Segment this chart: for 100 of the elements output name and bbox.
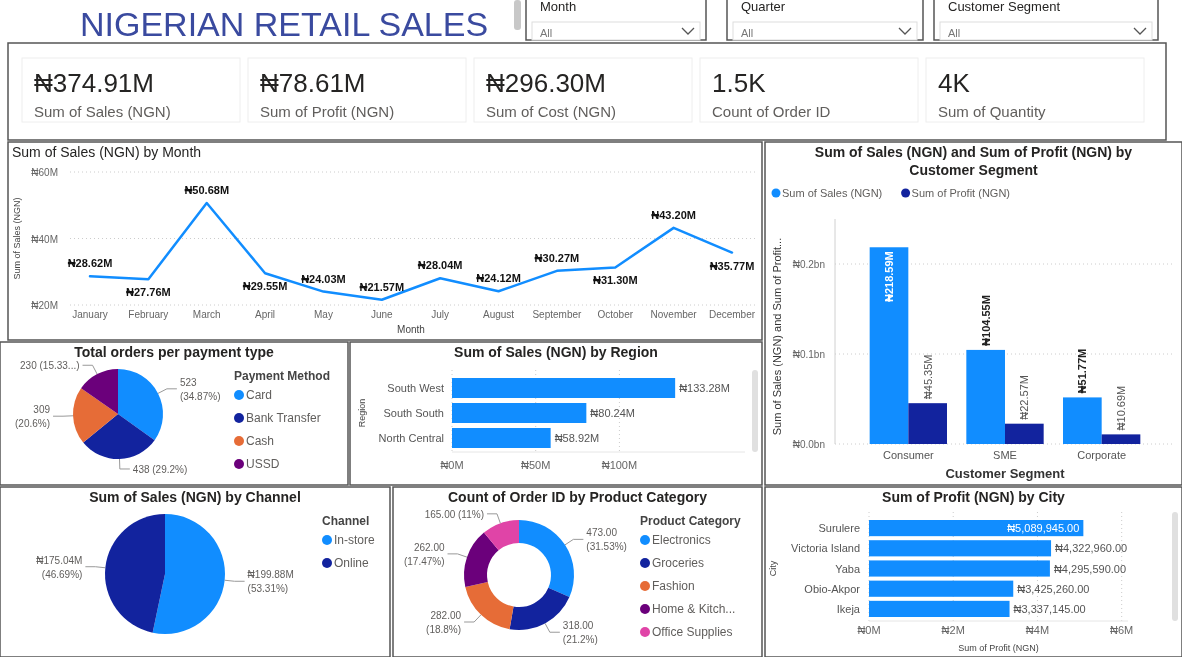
data-label: ₦175.04M (46.69%) bbox=[36, 554, 83, 580]
legend-label: Card bbox=[246, 388, 273, 402]
x-tick-label: January bbox=[72, 309, 108, 320]
y-tick-label: Surulere bbox=[818, 522, 860, 535]
text: All bbox=[948, 27, 961, 39]
legend-label: Groceries bbox=[652, 556, 705, 570]
x-tick-label: SME bbox=[993, 449, 1017, 461]
data-label: ₦3,337,145.00 bbox=[1013, 602, 1086, 615]
text: 1.5K bbox=[712, 68, 767, 98]
bar bbox=[869, 580, 1014, 597]
y-axis-title: City bbox=[768, 560, 778, 577]
y-tick-label: ₦40M bbox=[31, 233, 58, 245]
text: Sum of Quantity bbox=[938, 103, 1047, 120]
data-label: 230 (15.33...) bbox=[20, 360, 80, 372]
y-tick-label: Obio-Akpor bbox=[804, 582, 861, 595]
legend-label: Electronics bbox=[652, 533, 711, 547]
data-label: ₦29.55M bbox=[242, 280, 288, 293]
x-tick-label: ₦0M bbox=[440, 459, 464, 471]
x-tick-label: October bbox=[597, 309, 634, 320]
x-tick-label: ₦4M bbox=[1025, 624, 1050, 636]
chart-title: Sum of Profit (NGN) by City bbox=[882, 489, 1066, 505]
x-tick-label: May bbox=[314, 309, 333, 320]
x-tick-label: ₦100M bbox=[601, 459, 638, 471]
y-axis-title: Region bbox=[357, 398, 367, 428]
y-tick-label: Victoria Island bbox=[791, 542, 860, 555]
data-label: 309 (20.6%) bbox=[15, 404, 51, 430]
chart-title: Sum of Sales (NGN) and Sum of Profit (NGN) by Customer Segment bbox=[814, 144, 1133, 178]
chart-title: Sum of Sales (NGN) by Channel bbox=[89, 489, 301, 505]
y-tick-label: South South bbox=[383, 407, 444, 419]
y-tick-label: ₦0.2bn bbox=[792, 259, 825, 270]
pie-slice bbox=[73, 388, 118, 443]
text: ₦374.91M bbox=[34, 68, 154, 98]
x-tick-label: September bbox=[532, 309, 583, 320]
bar bbox=[869, 247, 909, 444]
text: NIGERIAN RETAIL SALES bbox=[80, 5, 489, 43]
legend-label: Online bbox=[334, 556, 370, 570]
data-label: ₦133.28M bbox=[679, 382, 730, 394]
y-tick-label: ₦0.0bn bbox=[792, 439, 825, 450]
pie-slice bbox=[81, 369, 118, 414]
data-label: ₦24.12M bbox=[476, 272, 521, 285]
legend-title: Product Category bbox=[640, 514, 742, 528]
text: All bbox=[741, 27, 754, 39]
data-label: 262.00 (17.47%) bbox=[403, 541, 445, 567]
x-tick-label: ₦0M bbox=[857, 624, 881, 636]
y-tick-label: ₦0.1bn bbox=[792, 349, 825, 360]
x-tick-label: July bbox=[431, 309, 450, 320]
donut-slice bbox=[519, 520, 574, 597]
donut-slice bbox=[465, 581, 514, 630]
pie-slice bbox=[83, 414, 155, 459]
data-label: ₦10.69M bbox=[1115, 385, 1127, 431]
x-tick-label: June bbox=[370, 309, 394, 320]
bar bbox=[869, 600, 1010, 617]
bar bbox=[452, 403, 587, 423]
legend-label: Home & Kitch... bbox=[652, 602, 736, 616]
legend-label: Cash bbox=[246, 434, 275, 448]
data-label: ₦22.57M bbox=[1018, 375, 1031, 420]
y-tick-label: ₦60M bbox=[31, 167, 58, 178]
data-label: ₦199.88M (53.31%) bbox=[247, 569, 294, 595]
x-tick-label: ₦2M bbox=[941, 624, 965, 636]
x-axis-title: Sum of Profit (NGN) bbox=[958, 643, 1039, 653]
y-tick-label: Yaba bbox=[835, 562, 861, 575]
y-tick-label: South West bbox=[387, 382, 444, 394]
data-label: ₦50.68M bbox=[184, 183, 230, 196]
text: All bbox=[540, 27, 553, 39]
legend-label: In-store bbox=[334, 533, 376, 547]
data-label: ₦43.20M bbox=[651, 208, 696, 221]
x-axis-title: Month bbox=[397, 324, 425, 335]
legend-label: USSD bbox=[246, 457, 280, 471]
pie-slice bbox=[105, 514, 165, 633]
chart-title: Sum of Sales (NGN) by Month bbox=[12, 144, 202, 160]
data-label: ₦21.57M bbox=[359, 280, 405, 293]
x-tick-label: August bbox=[482, 309, 515, 320]
data-label: 523 (34.87%) bbox=[179, 376, 221, 402]
bar bbox=[1101, 434, 1141, 444]
x-tick-label: December bbox=[708, 309, 756, 320]
data-label: 282.00 (18.8%) bbox=[426, 610, 462, 636]
text: Sum of Profit (NGN) bbox=[260, 103, 395, 120]
bar bbox=[452, 378, 676, 398]
data-label: ₦58.92M bbox=[554, 432, 600, 444]
data-label: ₦45.35M bbox=[921, 354, 934, 400]
bar bbox=[869, 540, 1052, 557]
data-label: ₦27.76M bbox=[126, 286, 171, 299]
legend-title: Payment Method bbox=[234, 369, 331, 383]
data-label: 165.00 (11%) bbox=[424, 508, 484, 520]
text: ₦78.61M bbox=[260, 68, 366, 98]
y-axis-title: Sum of Sales (NGN) bbox=[12, 197, 22, 280]
data-label: ₦218.59M bbox=[883, 251, 895, 303]
chart-title: Sum of Sales (NGN) by Region bbox=[454, 344, 658, 360]
x-tick-label: March bbox=[192, 309, 221, 320]
donut-slice bbox=[464, 532, 499, 587]
legend-label: Office Supplies bbox=[652, 625, 733, 639]
y-axis-title: Sum of Sales (NGN) and Sum of Profit... bbox=[771, 237, 783, 436]
text: Quarter bbox=[741, 0, 786, 14]
data-label: ₦35.77M bbox=[709, 259, 755, 272]
bar bbox=[908, 403, 947, 444]
legend-label: Sum of Sales (NGN) bbox=[782, 187, 883, 199]
x-tick-label: February bbox=[128, 309, 169, 320]
data-label: ₦104.55M bbox=[979, 295, 992, 346]
legend-title: Channel bbox=[322, 514, 370, 528]
data-label: ₦5,089,945.00 bbox=[1007, 522, 1080, 535]
